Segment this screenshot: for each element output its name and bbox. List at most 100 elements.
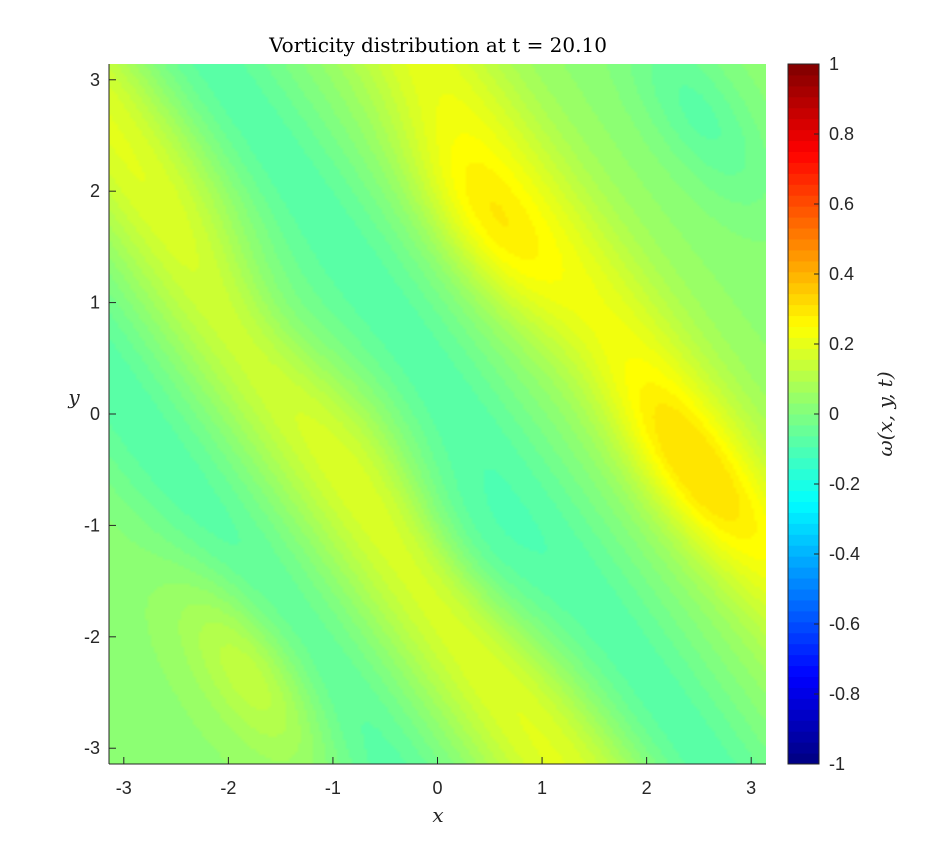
colorbar-swatch <box>788 742 819 754</box>
colorbar-tick-label: 0.8 <box>829 124 854 144</box>
colorbar-swatch <box>788 545 819 557</box>
colorbar-swatch <box>788 228 819 240</box>
colorbar-swatch <box>788 567 819 579</box>
x-tick-label: 3 <box>746 778 756 798</box>
x-axis-label: x <box>432 803 443 827</box>
colorbar-swatch <box>788 359 819 371</box>
colorbar-tick-label: -0.6 <box>829 614 860 634</box>
colorbar-swatch <box>788 414 819 426</box>
colorbar-swatch <box>788 578 819 590</box>
colorbar-swatch <box>788 151 819 163</box>
colorbar-swatch <box>788 260 819 273</box>
colorbar-tick-label: 0 <box>829 404 839 424</box>
colorbar-swatch <box>788 654 819 667</box>
colorbar-swatch <box>788 589 819 601</box>
colorbar-swatch <box>788 140 819 152</box>
y-tick-label: 2 <box>90 181 100 201</box>
colorbar-swatch <box>788 184 819 196</box>
x-axis-ticks: -3 -2 -1 0 1 2 3 <box>116 757 756 798</box>
colorbar-swatch <box>788 632 819 645</box>
colorbar-swatch <box>788 731 819 743</box>
colorbar-label: ω(x, y, t) <box>873 371 897 456</box>
y-tick-label: 3 <box>90 70 100 90</box>
colorbar-tick-label: 1 <box>829 54 839 74</box>
colorbar-swatch <box>788 249 819 262</box>
colorbar-swatch <box>788 556 819 568</box>
colorbar-swatch <box>788 501 819 513</box>
colorbar-swatch <box>788 326 819 338</box>
colorbar-swatch <box>788 468 819 481</box>
y-tick-label: -1 <box>84 515 100 535</box>
colorbar-swatch <box>788 490 819 502</box>
colorbar-swatch <box>788 446 819 459</box>
colorbar-tick-label: -0.8 <box>829 684 860 704</box>
colorbar-swatch <box>788 74 819 87</box>
colorbar-swatch <box>788 392 819 404</box>
colorbar-swatch <box>788 676 819 688</box>
colorbar-swatch <box>788 643 819 656</box>
colorbar-swatch <box>788 129 819 142</box>
colorbar-swatch <box>788 304 819 317</box>
colorbar-swatch <box>788 370 819 382</box>
colorbar-swatch <box>788 118 819 131</box>
y-tick-label: -3 <box>84 738 100 758</box>
colorbar-swatch <box>788 217 819 229</box>
colorbar-tick-label: 0.4 <box>829 264 854 284</box>
colorbar-swatch <box>788 599 819 612</box>
colorbar-swatch <box>788 479 819 492</box>
colorbar-ticks: -1 -0.8 -0.6 -0.4 -0.2 0 0.2 0.4 0.6 0.8 1 <box>814 54 860 774</box>
colorbar-swatch <box>788 687 819 699</box>
colorbar-tick-label: -0.4 <box>829 544 860 564</box>
y-tick-label: 1 <box>90 293 100 313</box>
colorbar-swatch <box>788 282 819 295</box>
y-tick-label: -2 <box>84 627 100 647</box>
x-tick-label: -3 <box>116 778 132 798</box>
colorbar-swatch <box>788 96 819 109</box>
colorbar-swatch <box>788 720 819 732</box>
colorbar-swatch <box>788 85 819 98</box>
colorbar-swatch <box>788 293 819 306</box>
x-tick-label: 2 <box>642 778 652 798</box>
colorbar-swatch <box>788 195 819 207</box>
colorbar-swatch <box>788 424 819 437</box>
chart-title: Vorticity distribution at t = 20.10 <box>268 33 607 57</box>
colorbar-swatch <box>788 271 819 284</box>
colorbar-swatch <box>788 435 819 448</box>
colorbar-swatch <box>788 107 819 120</box>
colorbar-swatch <box>788 162 819 174</box>
colorbar-swatch <box>788 523 819 535</box>
colorbar-swatch <box>788 315 819 327</box>
colorbar-swatch <box>788 709 819 721</box>
heatmap-plot-area <box>108 64 766 765</box>
colorbar-swatch <box>788 512 819 524</box>
y-tick-label: 0 <box>90 404 100 424</box>
colorbar: -1 -0.8 -0.6 -0.4 -0.2 0 0.2 0.4 0.6 0.8 1 ω(x, y,… <box>787 54 897 774</box>
colorbar-swatch <box>788 239 819 251</box>
x-tick-label: -1 <box>325 778 341 798</box>
colorbar-swatch <box>788 381 819 393</box>
colorbar-swatches <box>788 64 819 765</box>
colorbar-tick-label: -0.2 <box>829 474 860 494</box>
y-axis-label: y <box>67 385 80 409</box>
x-tick-label: -2 <box>220 778 236 798</box>
colorbar-swatch <box>788 206 819 218</box>
colorbar-swatch <box>788 64 819 76</box>
x-tick-label: 1 <box>537 778 547 798</box>
colorbar-swatch <box>788 457 819 470</box>
colorbar-swatch <box>788 698 819 710</box>
colorbar-swatch <box>788 337 819 349</box>
colorbar-swatch <box>788 348 819 360</box>
colorbar-swatch <box>788 173 819 185</box>
y-axis-ticks: -3 -2 -1 0 1 2 3 <box>84 70 116 758</box>
colorbar-swatch <box>788 403 819 415</box>
colorbar-swatch <box>788 753 819 765</box>
colorbar-tick-label: 0.6 <box>829 194 854 214</box>
vorticity-field <box>109 64 766 764</box>
colorbar-swatch <box>788 665 819 677</box>
colorbar-tick-label: -1 <box>829 754 845 774</box>
colorbar-swatch <box>788 621 819 634</box>
colorbar-swatch <box>788 534 819 546</box>
colorbar-swatch <box>788 610 819 623</box>
colorbar-tick-label: 0.2 <box>829 334 854 354</box>
